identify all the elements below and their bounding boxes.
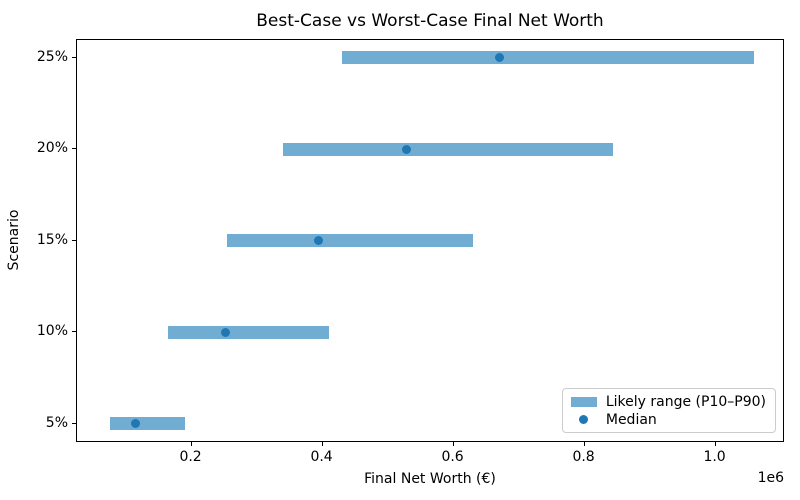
x-tick-mark	[714, 442, 716, 446]
range-bar-20%	[283, 142, 614, 156]
x-tick-label-0.2: 0.2	[179, 449, 202, 465]
x-tick-label-1.0: 1.0	[703, 449, 726, 465]
range-bar-5%	[109, 417, 185, 430]
x-axis-label: Final Net Worth (€)	[364, 471, 496, 487]
x-tick-mark	[321, 442, 323, 446]
plot-area: Likely range (P10–P90) Median	[76, 39, 784, 442]
x-tick-label-0.4: 0.4	[310, 449, 333, 465]
legend-row-median: Median	[571, 411, 766, 428]
legend-label-range: Likely range (P10–P90)	[605, 393, 766, 410]
x-tick-mark	[583, 442, 585, 446]
legend-swatch-holder	[570, 396, 597, 407]
y-tick-label-10%: 10%	[36, 323, 68, 340]
y-tick-label-15%: 15%	[36, 231, 68, 248]
y-tick-label-5%: 5%	[45, 414, 68, 431]
x-tick-mark	[190, 442, 192, 446]
y-tick-mark	[72, 422, 76, 424]
median-dot-10%	[221, 327, 231, 337]
x-tick-label-0.6: 0.6	[441, 449, 464, 465]
x-tick-mark	[452, 442, 454, 446]
range-bar-25%	[342, 51, 754, 65]
range-bar-10%	[168, 325, 330, 339]
median-dot-5%	[131, 419, 141, 428]
median-dot-icon	[578, 415, 588, 424]
y-tick-mark	[72, 56, 76, 58]
y-tick-mark	[72, 148, 76, 150]
legend-label-median: Median	[605, 411, 657, 428]
median-dot-20%	[401, 144, 411, 154]
y-tick-label-20%: 20%	[36, 140, 68, 157]
median-dot-25%	[494, 53, 504, 63]
y-tick-label-25%: 25%	[36, 48, 68, 65]
x-tick-label-0.8: 0.8	[572, 449, 595, 465]
y-tick-mark	[72, 331, 76, 333]
range-bar-15%	[227, 234, 474, 248]
y-tick-mark	[72, 239, 76, 241]
x-axis-offset-label: 1e6	[757, 470, 784, 486]
range-swatch-icon	[570, 396, 597, 407]
legend: Likely range (P10–P90) Median	[561, 388, 776, 433]
legend-dot-holder	[571, 415, 597, 424]
legend-row-range: Likely range (P10–P90)	[570, 393, 766, 410]
chart-title: Best-Case vs Worst-Case Final Net Worth	[256, 11, 604, 31]
median-dot-15%	[313, 236, 323, 246]
